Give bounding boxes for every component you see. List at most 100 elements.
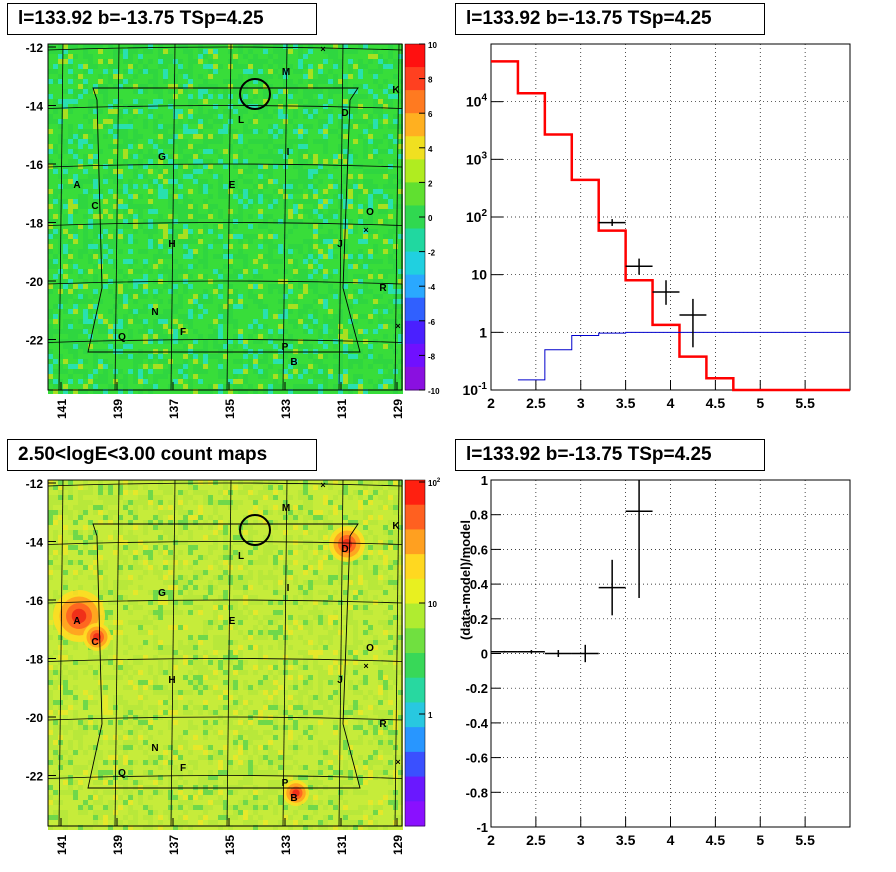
skymap-pixel [323,289,328,294]
skymap-pixel [343,124,348,129]
skymap-pixel [208,324,213,329]
skymap-pixel [218,264,223,269]
skymap-pixel [263,129,268,134]
skymap-pixel [228,294,233,299]
skymap-pixel [93,189,98,194]
skymap-pixel [173,309,178,314]
skymap-pixel [78,374,83,379]
skymap-pixel [378,224,383,229]
skymap-pixel [108,334,113,339]
skymap-pixel [228,179,233,184]
skymap-pixel [178,104,183,109]
skymap-pixel [268,109,273,114]
skymap-pixel [398,74,403,79]
skymap-pixel [358,194,363,199]
skymap-pixel [233,329,238,334]
skymap-pixel [293,144,298,149]
skymap-pixel [143,74,148,79]
skymap-pixel [303,354,308,359]
skymap-pixel [358,154,363,159]
skymap-pixel [128,249,133,254]
skymap-pixel [108,154,113,159]
skymap-pixel [118,309,123,314]
skymap-pixel [333,109,338,114]
skymap-pixel [173,259,178,264]
skymap-pixel [263,239,268,244]
skymap-pixel [98,164,103,169]
skymap-pixel [98,309,103,314]
skymap-pixel [273,144,278,149]
skymap-pixel [123,324,128,329]
skymap-pixel [323,374,328,379]
skymap-pixel [168,89,173,94]
skymap-pixel [323,229,328,234]
skymap-pixel [223,364,228,369]
skymap-pixel [153,204,158,209]
skymap-pixel [338,214,343,219]
skymap-pixel [208,114,213,119]
skymap-pixel [308,384,313,389]
skymap-pixel [278,344,283,349]
skymap-pixel [303,109,308,114]
skymap-pixel [93,379,98,384]
skymap-pixel [128,89,133,94]
skymap-pixel [118,129,123,134]
skymap-pixel [253,384,258,389]
skymap-pixel [253,209,258,214]
skymap-pixel [278,169,283,174]
skymap-pixel [78,294,83,299]
skymap-pixel [333,134,338,139]
skymap-pixel [153,324,158,329]
skymap-pixel [233,99,238,104]
skymap-pixel [188,354,193,359]
skymap-pixel [188,359,193,364]
skymap-pixel [298,129,303,134]
skymap-pixel [243,154,248,159]
skymap-pixel [298,144,303,149]
skymap-pixel [53,189,58,194]
skymap-pixel [283,244,288,249]
skymap-pixel [358,149,363,154]
skymap-pixel [123,84,128,89]
skymap-pixel [168,189,173,194]
skymap-pixel [158,164,163,169]
skymap-pixel [323,219,328,224]
skymap-pixel [123,174,128,179]
skymap-pixel [298,359,303,364]
skymap-pixel [178,169,183,174]
skymap-pixel [63,94,68,99]
skymap-pixel [373,324,378,329]
skymap-pixel [188,44,193,49]
skymap-pixel [288,254,293,259]
skymap-pixel [333,379,338,384]
skymap-pixel [283,109,288,114]
skymap-pixel [353,159,358,164]
skymap-pixel [183,229,188,234]
skymap-pixel [78,319,83,324]
skymap-pixel [108,274,113,279]
skymap-pixel [243,189,248,194]
skymap-pixel [228,364,233,369]
skymap-pixel [63,284,68,289]
skymap-pixel [248,204,253,209]
skymap-pixel [68,134,73,139]
skymap-pixel [208,154,213,159]
skymap-pixel [163,89,168,94]
skymap-pixel [158,349,163,354]
skymap-pixel [293,84,298,89]
skymap-pixel [128,254,133,259]
skymap-pixel [48,299,53,304]
skymap-pixel [138,154,143,159]
skymap-pixel [248,199,253,204]
skymap-pixel [398,259,403,264]
skymap-pixel [118,234,123,239]
skymap-pixel [98,289,103,294]
skymap-pixel [88,184,93,189]
skymap-pixel [353,294,358,299]
skymap-pixel [73,209,78,214]
skymap-pixel [353,239,358,244]
skymap-pixel [398,199,403,204]
skymap-pixel [158,94,163,99]
skymap-pixel [228,379,233,384]
skymap-pixel [168,104,173,109]
